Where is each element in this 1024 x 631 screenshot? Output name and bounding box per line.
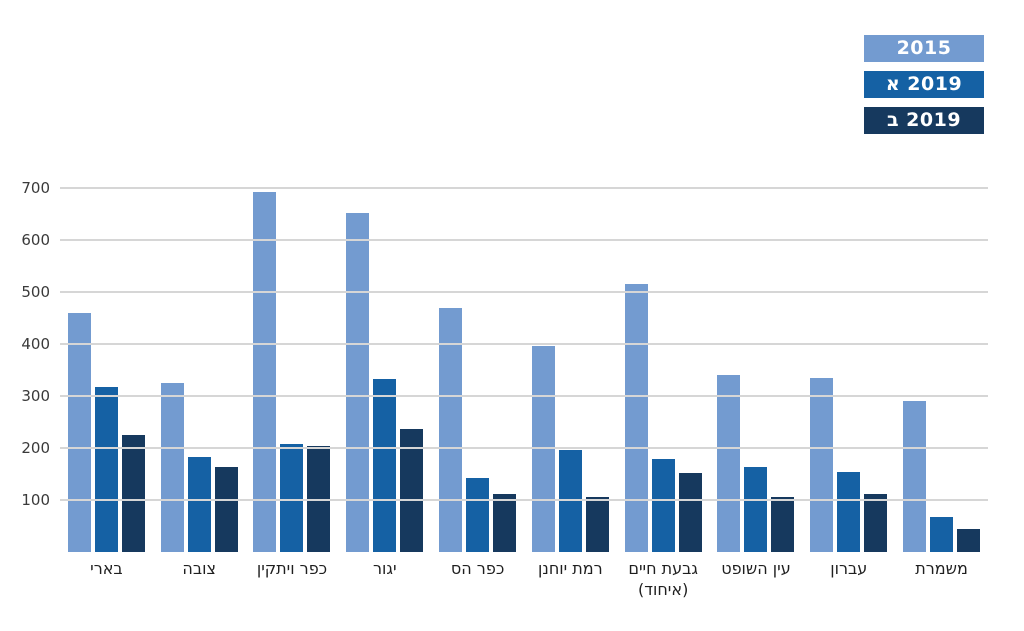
bar-group	[431, 188, 524, 552]
x-axis-label: גבעת חיים (איחוד)	[628, 559, 699, 599]
bar-series-2	[678, 473, 702, 552]
y-axis-tick-label: 100	[21, 491, 50, 509]
x-axis-label: צובה	[182, 559, 216, 578]
y-axis-tick-label: 300	[21, 387, 50, 405]
bar-series-0	[531, 346, 555, 552]
bar-groups	[60, 188, 988, 552]
bar-series-1	[94, 387, 118, 552]
bar-series-1	[651, 459, 675, 552]
bar-series-2	[121, 435, 145, 552]
bar-group	[338, 188, 431, 552]
gridline-400	[60, 343, 988, 345]
gridline-500	[60, 291, 988, 293]
chart-legend: 2015 2019 א 2019 ב	[864, 35, 984, 143]
bar-series-1	[280, 444, 304, 552]
bar-series-2	[400, 429, 424, 552]
bar-series-0	[624, 284, 648, 552]
bar-series-1	[744, 467, 768, 552]
bar-group	[802, 188, 895, 552]
x-axis-label: יגור	[373, 559, 397, 578]
bar-series-2	[214, 467, 238, 552]
gridline-700	[60, 187, 988, 189]
gridline-200	[60, 447, 988, 449]
bar-series-0	[160, 383, 184, 552]
plot-area: בארי צובה כפר ויתקין יגור כפר הס רמת יוחנן גבע…	[21, 179, 988, 599]
legend-item-1: 2019 א	[864, 71, 984, 98]
x-axis-labels: בארי צובה כפר ויתקין יגור כפר הס רמת יוחנן גבע…	[60, 558, 988, 600]
bar-group	[246, 188, 339, 552]
bar-series-1	[930, 517, 954, 552]
y-axis-tick-label: 400	[21, 335, 50, 353]
bar-series-0	[717, 375, 741, 552]
legend-item-0: 2015	[864, 35, 984, 62]
x-axis-label: כפר הס	[450, 559, 505, 578]
gridline-100	[60, 499, 988, 501]
x-axis-label: בארי	[90, 559, 123, 578]
bar-series-1	[373, 379, 397, 552]
bar-series-0	[253, 192, 277, 552]
legend-item-2: 2019 ב	[864, 107, 984, 134]
bar-series-0	[903, 401, 927, 552]
y-axis-tick-label: 600	[21, 231, 50, 249]
bar-group	[710, 188, 803, 552]
y-axis-tick-label: 700	[21, 179, 50, 197]
bar-series-1	[466, 478, 490, 552]
bar-group	[524, 188, 617, 552]
x-axis-label: משמרת	[915, 559, 968, 578]
bar-series-2	[585, 497, 609, 552]
bar-series-0	[439, 308, 463, 552]
x-axis-label: כפר ויתקין	[256, 559, 328, 578]
y-axis-tick-label: 200	[21, 439, 50, 457]
bar-series-2	[957, 529, 981, 552]
bar-series-1	[187, 457, 211, 552]
bar-series-2	[493, 494, 517, 552]
bar-series-1	[837, 472, 861, 552]
bar-series-1	[558, 450, 582, 552]
gridline-600	[60, 239, 988, 241]
bar-group	[153, 188, 246, 552]
gridline-300	[60, 395, 988, 397]
bar-series-0	[810, 378, 834, 552]
bar-series-0	[346, 213, 370, 552]
bar-series-2	[864, 494, 888, 552]
x-axis-label: רמת יוחנן	[538, 559, 603, 578]
bar-group	[895, 188, 988, 552]
bar-series-0	[67, 313, 91, 552]
bar-series-2	[771, 497, 795, 552]
x-axis-label: עין השופט	[721, 559, 791, 578]
bar-group	[617, 188, 710, 552]
y-axis-tick-label: 500	[21, 283, 50, 301]
x-axis-label: עברון	[830, 559, 868, 578]
bar-group	[60, 188, 153, 552]
